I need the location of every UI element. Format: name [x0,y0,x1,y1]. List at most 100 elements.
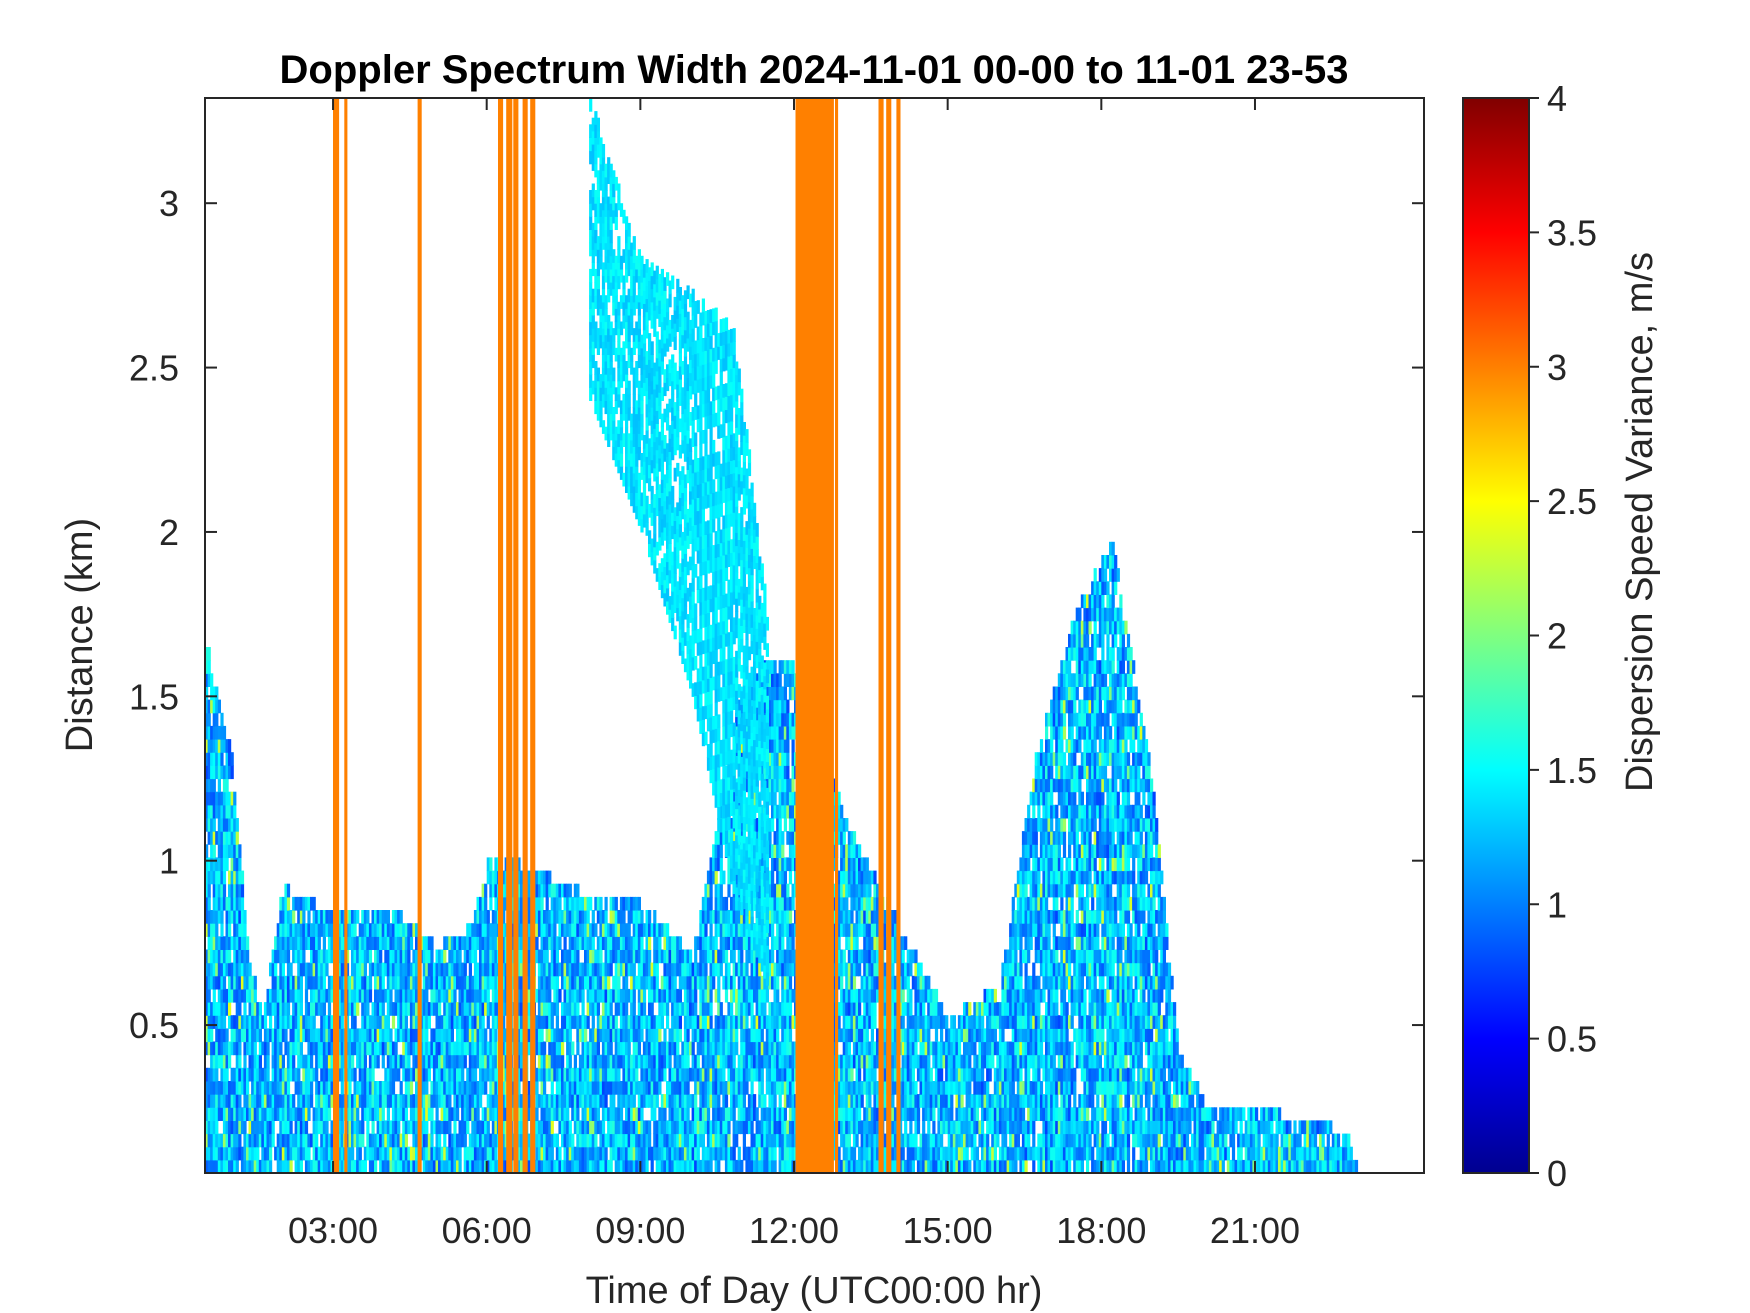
heatmap-cell [486,936,490,950]
heatmap-cell [527,896,531,911]
heatmap-cell [243,988,247,1003]
heatmap-cell [205,818,209,832]
heatmap-cell [619,1159,624,1173]
heatmap-cell [246,936,250,950]
heatmap-cell [348,936,352,950]
heatmap-cell [409,988,414,1003]
heatmap-cell [494,1041,498,1056]
heatmap-cell [627,962,631,977]
heatmap-cell [491,1146,495,1161]
heatmap-cell [325,962,329,977]
heatmap-cell [425,949,429,964]
heatmap-cell [315,1041,319,1056]
heatmap-cell [594,1107,598,1121]
heatmap-cell [481,988,485,1003]
heatmap-cell [363,1028,367,1043]
heatmap-cell [573,988,577,1003]
heatmap-cell [281,1028,285,1043]
heatmap-cell [484,1081,488,1095]
heatmap-cell [727,1133,731,1148]
heatmap-cell [407,1067,411,1082]
heatmap-cell [589,1094,593,1108]
heatmap-cell [432,975,437,990]
heatmap-cell [320,1041,324,1056]
heatmap-cell [412,1159,416,1173]
heatmap-cell [617,1094,621,1108]
heatmap-cell [286,1067,291,1082]
heatmap-cell [210,1133,214,1148]
heatmap-cell [555,1028,559,1043]
heatmap-cell [599,988,603,1003]
heatmap-cell [527,988,531,1003]
heatmap-cell [407,962,411,977]
heatmap-cell [286,923,291,937]
heatmap-cell [286,1081,291,1095]
heatmap-cell [555,949,559,964]
heatmap-cell [302,923,306,937]
heatmap-cell [548,1028,552,1043]
heatmap-cell [543,870,547,885]
heatmap-cell [604,1041,608,1056]
heatmap-cell [217,752,221,766]
heatmap-cell [307,923,311,937]
heatmap-cell [440,1107,444,1121]
heatmap-cell [491,1015,495,1029]
heatmap-cell [235,1094,239,1108]
heatmap-cell [604,1159,608,1173]
heatmap-cell [381,1146,385,1161]
heatmap-cell [568,962,572,977]
heatmap-cell [307,1015,311,1029]
heatmap-cell [233,1067,237,1082]
heatmap-cell [445,975,449,990]
heatmap-cell [338,988,342,1003]
heatmap-cell [473,1159,478,1173]
heatmap-cell [415,1146,419,1161]
heatmap-cell [233,870,237,885]
heatmap-cell [422,1094,426,1108]
heatmap-cell [640,1094,644,1108]
heatmap-cell [461,1094,465,1108]
heatmap-cell [297,949,301,964]
heatmap-cell [386,1120,390,1135]
heatmap-cell [215,791,219,806]
heatmap-cell [625,962,629,977]
heatmap-cell [596,910,600,924]
heatmap-cell [253,1146,257,1161]
heatmap-cell [399,1146,403,1161]
heatmap-cell [458,975,462,990]
heatmap-cell [386,1133,390,1148]
plot-area [204,97,1425,1174]
heatmap-cell [217,1159,221,1173]
heatmap-cell [468,1094,472,1108]
heatmap-cell [599,1054,603,1069]
heatmap-cell [243,1107,247,1121]
heatmap-cell [535,1159,539,1173]
heatmap-cell [345,1159,350,1173]
heatmap-cell [320,1146,324,1161]
heatmap-cell [650,1081,654,1095]
heatmap-cell [404,1002,408,1016]
heatmap-cell [561,1067,565,1082]
heatmap-cell [338,1094,342,1108]
heatmap-cell [517,1028,521,1043]
heatmap-cell [458,1120,462,1135]
heatmap-cell [215,699,219,714]
heatmap-cell [776,975,780,990]
heatmap-cell [435,1159,439,1173]
heatmap-cell [494,1133,498,1148]
heatmap-cell [548,1002,552,1016]
heatmap-cell [596,1107,600,1121]
heatmap-cell [299,1146,303,1161]
heatmap-cell [473,1133,478,1148]
heatmap-cell [397,1054,401,1069]
heatmap-cell [458,988,462,1003]
heatmap-cell [399,1028,403,1043]
heatmap-cell [228,936,232,950]
heatmap-cell [622,1159,626,1173]
heatmap-cell [435,1054,439,1069]
heatmap-cell [456,1041,460,1056]
heatmap-cell [648,962,652,977]
heatmap-cell [379,1041,383,1056]
heatmap-cell [640,936,644,950]
heatmap-cell [235,1002,239,1016]
